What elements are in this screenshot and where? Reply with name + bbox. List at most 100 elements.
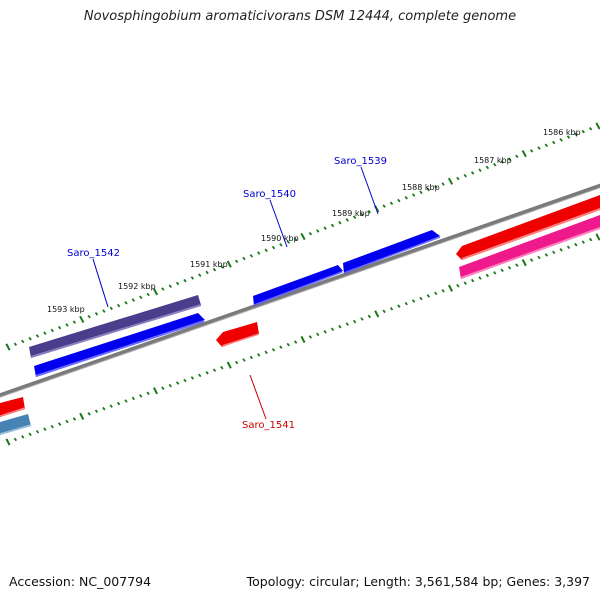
upper-scale-minor-tick: [131, 298, 136, 302]
gene-reverse-right[interactable]: [456, 195, 600, 260]
gene-saro-1539[interactable]: [343, 230, 441, 274]
upper-scale-minor-tick: [308, 231, 313, 236]
gene-label-saro-1541[interactable]: Saro_1541: [242, 420, 295, 431]
upper-scale-major-tick: [447, 177, 454, 185]
upper-scale-minor-tick: [574, 132, 578, 137]
gene-reverse-left[interactable]: [0, 397, 26, 417]
lower-scale-minor-tick: [35, 429, 40, 434]
gene-pink-right[interactable]: [459, 215, 600, 279]
upper-scale-minor-tick: [168, 284, 172, 289]
upper-scale-minor-tick: [124, 301, 128, 305]
lower-scale-minor-tick: [382, 309, 386, 314]
gene-forward-long[interactable]: [34, 313, 205, 377]
scale-label-1588: 1588 kbp: [402, 183, 440, 192]
scale-label-1586: 1586 kbp: [543, 128, 581, 137]
map-title: Novosphingobium aromaticivorans DSM 1244…: [83, 9, 517, 24]
upper-scale-minor-tick: [515, 154, 519, 159]
lower-scale-major-tick: [152, 387, 159, 395]
lower-scale-minor-tick: [279, 345, 283, 349]
upper-scale-minor-tick: [72, 320, 77, 324]
upper-scale-minor-tick: [43, 331, 47, 335]
upper-scale-minor-tick: [588, 126, 593, 131]
upper-scale-major-tick: [5, 343, 11, 351]
upper-scale-minor-tick: [286, 240, 290, 244]
lower-scale-minor-tick: [485, 273, 490, 278]
upper-scale-minor-tick: [257, 251, 261, 255]
gene-saro-1540[interactable]: [253, 265, 343, 306]
scale-label-1593: 1593 kbp: [47, 305, 85, 314]
upper-scale-minor-tick: [35, 334, 40, 338]
upper-scale-minor-tick: [382, 204, 386, 208]
lower-scale-minor-tick: [316, 332, 320, 337]
lower-scale-minor-tick: [131, 396, 136, 401]
upper-scale-minor-tick: [345, 218, 349, 222]
scale-label-1592: 1592 kbp: [118, 282, 156, 291]
upper-scale-major-tick: [226, 260, 232, 268]
upper-scale-minor-tick: [175, 281, 180, 286]
lower-scale-minor-tick: [43, 427, 47, 431]
lower-scale-minor-tick: [552, 250, 556, 255]
lower-scale-minor-tick: [559, 248, 563, 252]
gene-label-saro-1539[interactable]: Saro_1539: [334, 156, 387, 167]
upper-scale-minor-tick: [94, 312, 99, 316]
upper-scale-minor-tick: [559, 138, 563, 142]
genome-backbone: [0, 183, 600, 398]
upper-scale-minor-tick: [87, 314, 91, 319]
lower-scale-minor-tick: [102, 406, 106, 411]
lower-scale-major-tick: [300, 335, 306, 344]
gene-saro-1541[interactable]: [216, 322, 260, 347]
upper-scale-minor-tick: [456, 176, 460, 181]
lower-scale-minor-tick: [529, 258, 534, 262]
scale-label-1591: 1591 kbp: [190, 260, 228, 269]
upper-scale-minor-tick: [146, 292, 150, 297]
lower-scale-minor-tick: [257, 353, 261, 357]
gene-saro-1542-upper[interactable]: [29, 295, 202, 358]
upper-scale-minor-tick: [212, 267, 217, 272]
lower-scale-minor-tick: [249, 355, 254, 360]
upper-scale-minor-tick: [367, 209, 372, 214]
gene-steelblue-left[interactable]: [0, 414, 32, 435]
lower-scale-minor-tick: [234, 360, 239, 365]
lower-scale-minor-tick: [507, 265, 512, 270]
upper-scale-major-tick: [300, 232, 306, 241]
lower-scale-minor-tick: [345, 322, 349, 326]
lower-scale-minor-tick: [500, 268, 504, 273]
scale-label-1587: 1587 kbp: [474, 156, 512, 165]
lower-scale-minor-tick: [293, 340, 298, 344]
upper-scale-minor-tick: [360, 212, 364, 217]
lower-scale-major-tick: [521, 259, 527, 267]
lower-scale-minor-tick: [146, 391, 150, 396]
scale-label-1590: 1590 kbp: [261, 234, 299, 243]
lower-scale-minor-tick: [404, 301, 408, 306]
accession-text: Accession: NC_007794: [9, 574, 152, 589]
upper-scale-minor-tick: [21, 339, 25, 344]
lower-scale-minor-tick: [220, 365, 224, 370]
upper-scale-minor-tick: [102, 309, 106, 313]
upper-scale-minor-tick: [198, 273, 202, 277]
lower-scale-minor-tick: [175, 381, 180, 385]
upper-scale-minor-tick: [109, 306, 113, 311]
upper-scale-minor-tick: [28, 336, 32, 341]
upper-scale-minor-tick: [426, 187, 431, 192]
upper-scale-minor-tick: [234, 259, 239, 264]
gene-label-saro-1542[interactable]: Saro_1542: [67, 248, 120, 259]
upper-scale-minor-tick: [264, 248, 268, 253]
lower-scale-minor-tick: [264, 350, 268, 355]
upper-scale-minor-tick: [537, 146, 541, 150]
lower-scale-major-tick: [447, 284, 454, 292]
lower-scale-minor-tick: [434, 291, 438, 296]
upper-scale-minor-tick: [470, 171, 475, 175]
lower-scale-minor-tick: [139, 394, 143, 398]
upper-scale-major-tick: [595, 122, 600, 130]
upper-scale-major-tick: [79, 315, 85, 323]
upper-scale-minor-tick: [249, 254, 254, 258]
lower-scale-major-tick: [5, 438, 11, 446]
lower-scale-minor-tick: [352, 319, 357, 324]
upper-scale-minor-tick: [463, 173, 467, 178]
gene-label-saro-1540[interactable]: Saro_1540: [243, 189, 296, 200]
upper-scale-ticks: [5, 122, 600, 351]
lower-scale-minor-tick: [330, 327, 335, 332]
lower-scale-minor-tick: [574, 242, 578, 247]
lower-scale-minor-tick: [198, 373, 202, 378]
